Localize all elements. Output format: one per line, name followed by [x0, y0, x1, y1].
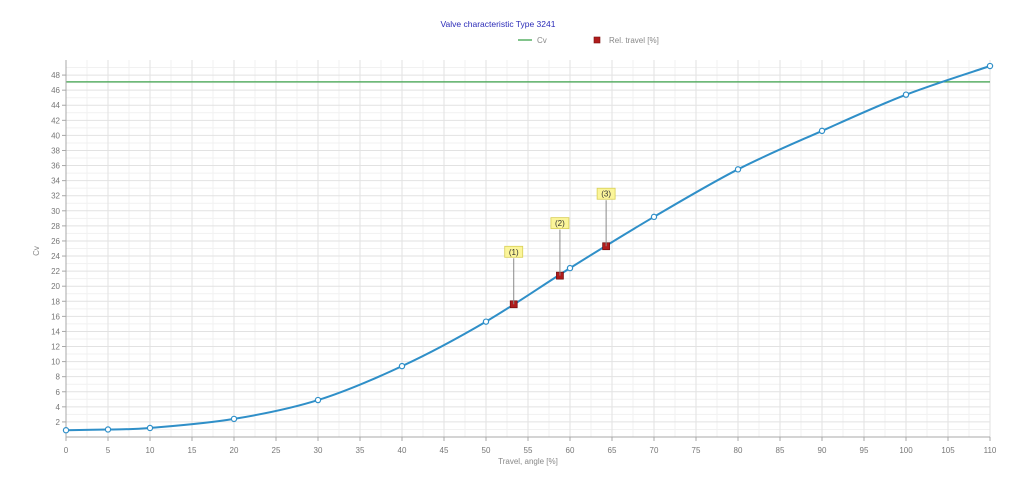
y-tick-label: 28	[51, 222, 60, 231]
cv-data-point	[104, 426, 112, 433]
x-tick-label: 100	[899, 446, 913, 455]
legend: Cv Rel. travel [%]	[518, 36, 659, 45]
callouts: (1) (2) (3)	[504, 187, 616, 305]
x-tick-label: 60	[566, 446, 575, 455]
x-tick-label: 5	[106, 446, 111, 455]
y-tick-label: 10	[51, 358, 60, 367]
axes: 0 5 10 15 20 25 30 35 40 45 50 55 60 65 70 75 80 85 90 95 10…	[51, 60, 997, 455]
y-tick-label: 42	[51, 116, 60, 125]
x-tick-label: 25	[272, 446, 281, 455]
cv-data-point	[230, 415, 238, 423]
x-tick-label: 70	[650, 446, 659, 455]
y-tick-label: 40	[51, 131, 60, 140]
legend-rel-travel-label: Rel. travel [%]	[609, 36, 659, 45]
y-tick-label: 30	[51, 207, 60, 216]
x-tick-label: 110	[984, 446, 997, 455]
x-tick-label: 35	[356, 446, 365, 455]
y-tick-label: 46	[51, 86, 60, 95]
callout-label-box	[504, 245, 524, 258]
y-tick-label: 16	[51, 312, 60, 321]
cv-data-point	[986, 62, 994, 70]
callout-label: (3)	[601, 190, 611, 199]
cv-data-point	[566, 264, 574, 272]
x-axis-title: Travel, angle [%]	[498, 457, 558, 466]
y-tick-label: 8	[56, 373, 61, 382]
y-tick-label: 26	[51, 237, 60, 246]
x-tick-label: 10	[146, 446, 155, 455]
x-tick-label: 55	[524, 446, 533, 455]
x-tick-label: 90	[818, 446, 827, 455]
x-tick-label: 40	[398, 446, 407, 455]
y-tick-label: 44	[51, 101, 60, 110]
y-tick-label: 36	[51, 162, 60, 171]
series	[62, 62, 994, 434]
y-tick-label: 18	[51, 297, 60, 306]
callout-label-box	[550, 217, 570, 230]
y-tick-label: 24	[51, 252, 60, 261]
cv-data-point	[314, 396, 322, 404]
cv-data-point	[734, 166, 742, 173]
y-tick-label: 48	[51, 71, 60, 80]
x-tick-label: 45	[440, 446, 449, 455]
chart-title: Valve characteristic Type 3241	[441, 19, 556, 29]
cv-data-point	[398, 362, 406, 370]
legend-rel-travel-swatch	[593, 36, 601, 44]
x-tick-label: 75	[692, 446, 701, 455]
cv-data-point	[650, 213, 658, 221]
x-tick-label: 105	[941, 446, 955, 455]
x-tick-label: 65	[608, 446, 617, 455]
cv-data-point	[482, 318, 490, 325]
grid	[65, 60, 991, 437]
callout-label: (2)	[555, 219, 565, 228]
y-tick-label: 32	[51, 192, 60, 201]
cv-data-point	[146, 424, 154, 432]
x-tick-label: 80	[734, 446, 743, 455]
cv-data-point	[902, 91, 910, 98]
y-tick-label: 6	[56, 388, 61, 397]
x-tick-label: 30	[314, 446, 323, 455]
x-tick-label: 15	[188, 446, 197, 455]
x-tick-label: 20	[230, 446, 239, 455]
y-tick-label: 20	[51, 282, 60, 291]
y-tick-label: 4	[56, 403, 61, 412]
y-tick-label: 14	[51, 327, 60, 336]
y-tick-label: 38	[51, 146, 60, 155]
cv-data-point	[62, 427, 70, 434]
y-tick-label: 2	[56, 418, 61, 427]
x-tick-label: 0	[64, 446, 69, 455]
x-tick-label: 85	[776, 446, 785, 455]
cv-data-point	[818, 127, 826, 135]
legend-cv-label: Cv	[537, 36, 547, 45]
y-axis-title: Cv	[32, 246, 41, 256]
x-tick-label: 50	[482, 446, 491, 455]
x-tick-label: 95	[860, 446, 869, 455]
callout-label-box	[596, 187, 616, 200]
y-tick-label: 12	[51, 343, 60, 352]
callout-label: (1)	[509, 248, 519, 257]
y-tick-label: 22	[51, 267, 60, 276]
y-tick-label: 34	[51, 177, 60, 186]
